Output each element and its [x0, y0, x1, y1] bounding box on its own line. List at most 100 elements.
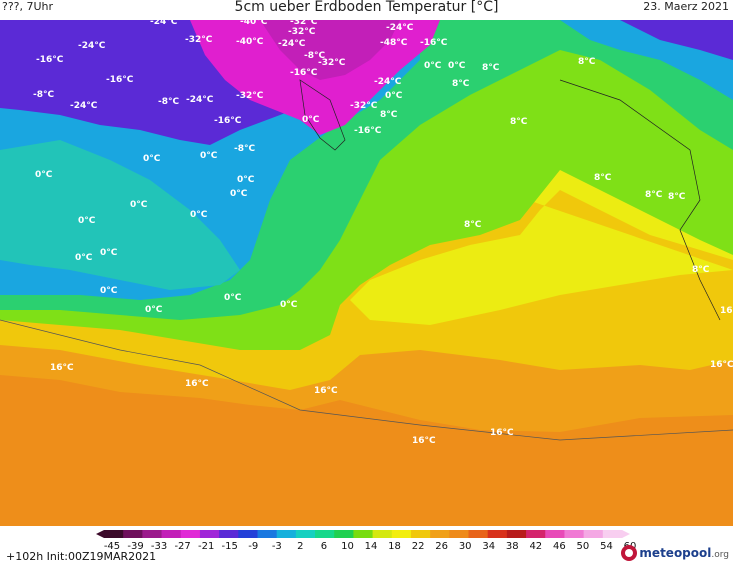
- temperature-label: -8°C: [33, 90, 54, 100]
- legend-swatch: [468, 530, 489, 538]
- legend-tick-label: 54: [600, 541, 613, 550]
- temperature-label: 0°C: [224, 293, 242, 303]
- legend-swatch: [545, 530, 565, 538]
- coastline-europe: [559, 79, 721, 321]
- temperature-label: -16°C: [214, 116, 242, 126]
- legend-tick-label: 14: [365, 541, 378, 550]
- temperature-label: 8°C: [594, 173, 612, 183]
- legend-tick-label: -39: [127, 541, 143, 550]
- temperature-label: 16°C: [710, 360, 733, 370]
- temperature-label: -32°C: [288, 27, 316, 37]
- legend-swatch: [199, 530, 220, 538]
- legend-swatch: [295, 530, 316, 538]
- temperature-label: 0°C: [448, 61, 466, 71]
- forecast-date: 23. Maerz 2021: [643, 0, 729, 13]
- temperature-label: -16°C: [106, 75, 134, 85]
- temperature-label: 16°C: [314, 386, 338, 396]
- legend-tick-label: -27: [174, 541, 190, 550]
- temperature-label: -16°C: [290, 68, 318, 78]
- legend-tick-label: 50: [577, 541, 590, 550]
- header: ???, 7Uhr 5cm ueber Erdboden Temperatur …: [0, 0, 733, 20]
- temperature-label: 0°C: [35, 170, 53, 180]
- temperature-label: 0°C: [100, 248, 118, 258]
- temperature-label: 16°C: [412, 436, 436, 446]
- legend-swatch: [142, 530, 163, 538]
- logo-suffix: .org: [711, 550, 729, 560]
- legend-tick-label: 18: [388, 541, 401, 550]
- temperature-label: -16°C: [354, 126, 382, 136]
- temperature-label: 0°C: [230, 189, 248, 199]
- region-teal: [0, 140, 240, 290]
- map-title: 5cm ueber Erdboden Temperatur [°C]: [234, 0, 499, 15]
- legend-tick-label: 6: [321, 541, 327, 550]
- temperature-label: -24°C: [278, 39, 306, 49]
- legend-swatch: [506, 530, 527, 538]
- temperature-label: 0°C: [424, 61, 442, 71]
- logo-main-text: meteopool: [639, 546, 712, 560]
- legend-swatch: [276, 530, 297, 538]
- temperature-label: 16°C: [490, 428, 514, 438]
- region-ne-purple: [620, 20, 733, 60]
- legend-tick-label: -33: [151, 541, 167, 550]
- legend-tick-label: -15: [222, 541, 238, 550]
- legend-swatch: [372, 530, 393, 538]
- temperature-label: -8°C: [234, 144, 255, 154]
- legend-swatch: [161, 530, 182, 538]
- temperature-label: -32°C: [236, 91, 264, 101]
- coastline-south: [0, 319, 733, 441]
- meteopool-logo[interactable]: meteopool.org: [621, 544, 729, 562]
- temperature-label: -16°C: [36, 55, 64, 65]
- legend-swatch: [219, 530, 239, 538]
- temperature-label: -32°C: [350, 101, 378, 111]
- legend-swatch: [487, 530, 508, 538]
- region-core: [260, 20, 400, 80]
- legend-swatch: [257, 530, 278, 538]
- legend-tick-label: 30: [459, 541, 472, 550]
- legend-swatch: [123, 530, 143, 538]
- temperature-label: -16°C: [420, 38, 448, 48]
- temperature-label: -24°C: [150, 20, 178, 27]
- temperature-label: 8°C: [452, 79, 470, 89]
- legend-swatch: [334, 530, 354, 538]
- temperature-label: -40°C: [236, 37, 264, 47]
- temperature-label: 8°C: [510, 117, 528, 127]
- legend-swatch: [526, 530, 546, 538]
- legend-arrow-right: [622, 530, 630, 538]
- legend-arrow-left: [96, 530, 104, 538]
- temperature-label: 0°C: [302, 115, 320, 125]
- temperature-label: 0°C: [280, 300, 298, 310]
- legend-tick-label: 38: [506, 541, 519, 550]
- temperature-label: -24°C: [386, 23, 414, 33]
- legend-swatch: [602, 530, 623, 538]
- temperature-label: 16°C: [185, 379, 209, 389]
- temperature-label: 8°C: [578, 57, 596, 67]
- temperature-label: -24°C: [70, 101, 98, 111]
- legend-swatch: [449, 530, 470, 538]
- legend-swatch: [238, 530, 258, 538]
- temperature-label: 0°C: [200, 151, 218, 161]
- legend-tick-label: -45: [104, 541, 120, 550]
- temperature-label: 0°C: [143, 154, 161, 164]
- temperature-label: 0°C: [190, 210, 208, 220]
- temperature-label: 0°C: [100, 286, 118, 296]
- legend-swatch: [180, 530, 201, 538]
- legend-swatch: [315, 530, 335, 538]
- legend-tick-label: 34: [482, 541, 495, 550]
- temperature-labels: -24°C -32°C -40°C -32°C -24°C -32°C -24°C -40°C…: [33, 20, 733, 446]
- temperature-label: 0°C: [75, 253, 93, 263]
- temperature-label: 8°C: [380, 110, 398, 120]
- temperature-label: 0°C: [237, 175, 255, 185]
- legend-tick-label: -21: [198, 541, 214, 550]
- legend-tick-label: 2: [297, 541, 303, 550]
- legend-tick-label: 42: [529, 541, 542, 550]
- temperature-map: -24°C -32°C -40°C -32°C -24°C -32°C -24°C -40°C…: [0, 20, 733, 526]
- coastline: [299, 79, 346, 151]
- run-info: +102h Init:00Z19MAR2021: [6, 550, 157, 563]
- footer: -45 -39 -33 -27 -21 -15 -9 -3 2 6 10 14 18 22 26 30 34 38…: [0, 526, 733, 566]
- temperature-label: -32°C: [318, 58, 346, 68]
- temperature-label: 8°C: [645, 190, 663, 200]
- logo-icon: [621, 545, 638, 561]
- map-canvas: -24°C -32°C -40°C -32°C -24°C -32°C -24°C -40°C…: [0, 20, 733, 526]
- legend-swatch: [430, 530, 450, 538]
- legend-swatch: [391, 530, 412, 538]
